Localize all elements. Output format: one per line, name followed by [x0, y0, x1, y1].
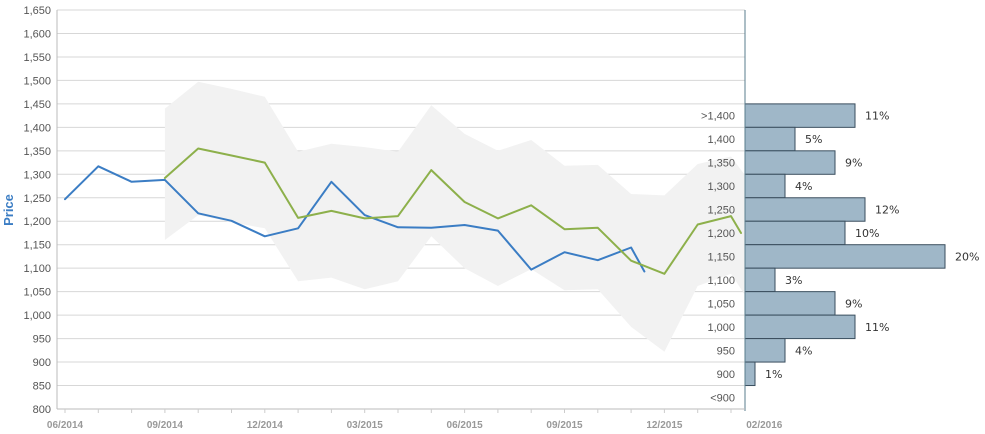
histogram-bin-label: >1,400 [701, 111, 735, 123]
x-tick-label: 02/2016 [746, 420, 783, 431]
y-tick-label: 1,400 [23, 122, 51, 134]
histogram-percent-label: 12% [875, 204, 899, 217]
histogram-bin-label: <900 [710, 392, 735, 404]
y-tick-label: 950 [33, 334, 51, 346]
histogram-bar [744, 244, 946, 269]
histogram-bin-label: 1,200 [707, 228, 735, 240]
y-tick-label: 1,450 [23, 99, 51, 111]
x-tick-label: 09/2015 [546, 420, 583, 431]
histogram-bar [744, 103, 856, 128]
y-tick-label: 1,250 [23, 193, 51, 205]
axis-labels: 1,650 1,600 1,550 1,500 1,450 1,400 1,350 1,300… [23, 5, 979, 431]
histogram-bin-label: 1,300 [707, 181, 735, 193]
histogram-bin-label: 1,150 [707, 251, 735, 263]
x-tick-label: 12/2015 [646, 420, 683, 431]
histogram-percent-label: 9% [845, 157, 862, 170]
histogram-bin-label: 1,400 [707, 134, 735, 146]
histogram-bar [744, 267, 776, 293]
forecast-band [164, 81, 745, 352]
histogram-bar [744, 173, 786, 199]
histogram-percent-label: 3% [785, 274, 802, 287]
y-tick-label: 850 [33, 381, 51, 393]
y-tick-label: 800 [33, 404, 51, 416]
histogram-bar [744, 338, 786, 363]
histogram-bar [744, 291, 836, 316]
series-lines [64, 147, 742, 275]
histogram-bar [744, 361, 756, 387]
histogram-percent-label: 4% [795, 180, 812, 193]
histogram-percent-label: 5% [805, 133, 822, 146]
histogram-percent-label: 11% [865, 110, 889, 123]
histogram-bin-label: 900 [717, 369, 735, 381]
histogram-bar [744, 126, 796, 152]
confidence-band [164, 81, 745, 352]
histogram-percent-label: 1% [765, 368, 782, 381]
x-tick-label: 06/2014 [47, 420, 84, 431]
x-tick-label: 06/2015 [447, 420, 484, 431]
histogram-bin-label: 950 [717, 345, 735, 357]
y-tick-label: 1,600 [23, 28, 51, 40]
histogram-bin-label: 1,250 [707, 205, 735, 217]
axes [56, 10, 746, 413]
histogram-bar [744, 220, 846, 246]
y-tick-label: 1,300 [23, 169, 51, 181]
y-tick-label: 1,350 [23, 146, 51, 158]
histogram-bar [744, 150, 836, 175]
x-tick-label: 12/2014 [247, 420, 284, 431]
histogram-bin-label: 1,050 [707, 298, 735, 310]
y-tick-label: 1,500 [23, 75, 51, 87]
y-tick-label: 1,150 [23, 240, 51, 252]
histogram-percent-label: 11% [865, 321, 889, 334]
price-history-line [64, 165, 646, 273]
histogram-bar [744, 314, 856, 340]
distribution-histogram [744, 103, 946, 387]
histogram-bin-label: 1,100 [707, 275, 735, 287]
histogram-percent-label: 20% [955, 250, 979, 263]
x-tick-label: 03/2015 [347, 420, 384, 431]
y-axis-title: Price [1, 194, 16, 226]
histogram-percent-label: 4% [795, 344, 812, 357]
histogram-bin-label: 1,000 [707, 322, 735, 334]
histogram-percent-label: 10% [855, 227, 879, 240]
y-tick-label: 1,200 [23, 216, 51, 228]
y-tick-label: 1,100 [23, 263, 51, 275]
histogram-bar [744, 197, 866, 222]
histogram-bin-label: 1,350 [707, 158, 735, 170]
x-tick-label: 09/2014 [147, 420, 184, 431]
forecast-line [163, 147, 742, 275]
y-tick-label: 1,650 [23, 5, 51, 17]
histogram-percent-label: 9% [845, 297, 862, 310]
y-tick-label: 900 [33, 357, 51, 369]
y-tick-label: 1,550 [23, 52, 51, 64]
y-tick-label: 1,050 [23, 287, 51, 299]
y-tick-label: 1,000 [23, 310, 51, 322]
